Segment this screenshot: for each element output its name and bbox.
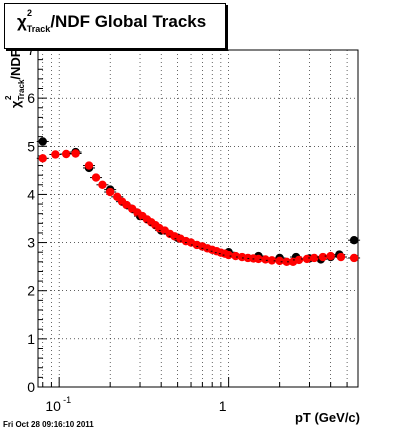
y-axis-label-sup: 2	[4, 95, 13, 100]
data-point-red	[267, 256, 277, 265]
data-point-black	[349, 235, 359, 245]
data-point-red	[61, 149, 71, 159]
x-axis-label: pT (GeV/c)	[295, 410, 360, 425]
y-tick-label: 7	[27, 42, 35, 58]
y-tick-label: 0	[27, 379, 35, 395]
data-point-red	[254, 254, 263, 264]
y-tick-label: 1	[27, 331, 35, 347]
data-point-red	[224, 250, 233, 260]
x-tick-label: 10	[45, 398, 61, 414]
chart-title-sub: Track	[26, 24, 51, 34]
data-point-red	[38, 154, 47, 163]
y-axis-label-sub: Track	[17, 79, 26, 100]
data-point-red	[326, 251, 335, 261]
data-point-red	[51, 150, 60, 159]
chart-title-sup: 2	[27, 8, 33, 18]
data-point-red	[336, 252, 346, 262]
data-point-red	[349, 253, 359, 263]
data-point-red	[98, 180, 107, 189]
y-axis-label-rest: /NDF	[8, 49, 23, 79]
y-axis-label: χTrack/NDF	[8, 49, 26, 108]
data-points	[36, 137, 361, 267]
data-point-red	[275, 256, 284, 266]
x-tick-label-exponent: -1	[63, 395, 71, 405]
data-point-red	[71, 149, 80, 158]
y-tick-label: 4	[27, 186, 35, 202]
y-tick-label: 6	[27, 90, 35, 106]
axis-ticks	[38, 49, 348, 388]
data-point-red	[91, 173, 101, 182]
plot-frame	[37, 49, 359, 388]
chart-title-chi: χ	[17, 12, 27, 31]
grid-lines	[38, 50, 358, 387]
data-point-red	[282, 257, 291, 267]
data-point-red	[302, 254, 312, 264]
y-tick-label: 5	[27, 138, 35, 154]
y-tick-label: 2	[27, 283, 35, 299]
y-tick-label: 3	[27, 235, 35, 251]
data-point-red	[105, 187, 115, 197]
x-tick-labels: 10 -1 1	[45, 395, 226, 414]
y-tick-labels: 0 1 2 3 4 5 6 7	[27, 42, 35, 395]
data-point-red	[318, 252, 328, 262]
chart-title-box: χTrack/NDF Global Tracks 2	[4, 3, 226, 49]
data-point-black	[38, 137, 47, 146]
data-point-red	[261, 255, 270, 264]
data-point-red	[310, 253, 319, 263]
x-tick-label: 1	[219, 398, 227, 414]
data-point-red	[84, 161, 94, 170]
data-point-red	[231, 251, 240, 261]
chart-title-rest: /NDF Global Tracks	[50, 12, 207, 31]
y-axis-label-chi: χ	[8, 100, 23, 108]
chart-title: χTrack/NDF Global Tracks	[17, 12, 207, 34]
data-point-red	[294, 255, 304, 265]
timestamp-footer: Fri Oct 28 09:16:10 2011	[3, 420, 94, 429]
